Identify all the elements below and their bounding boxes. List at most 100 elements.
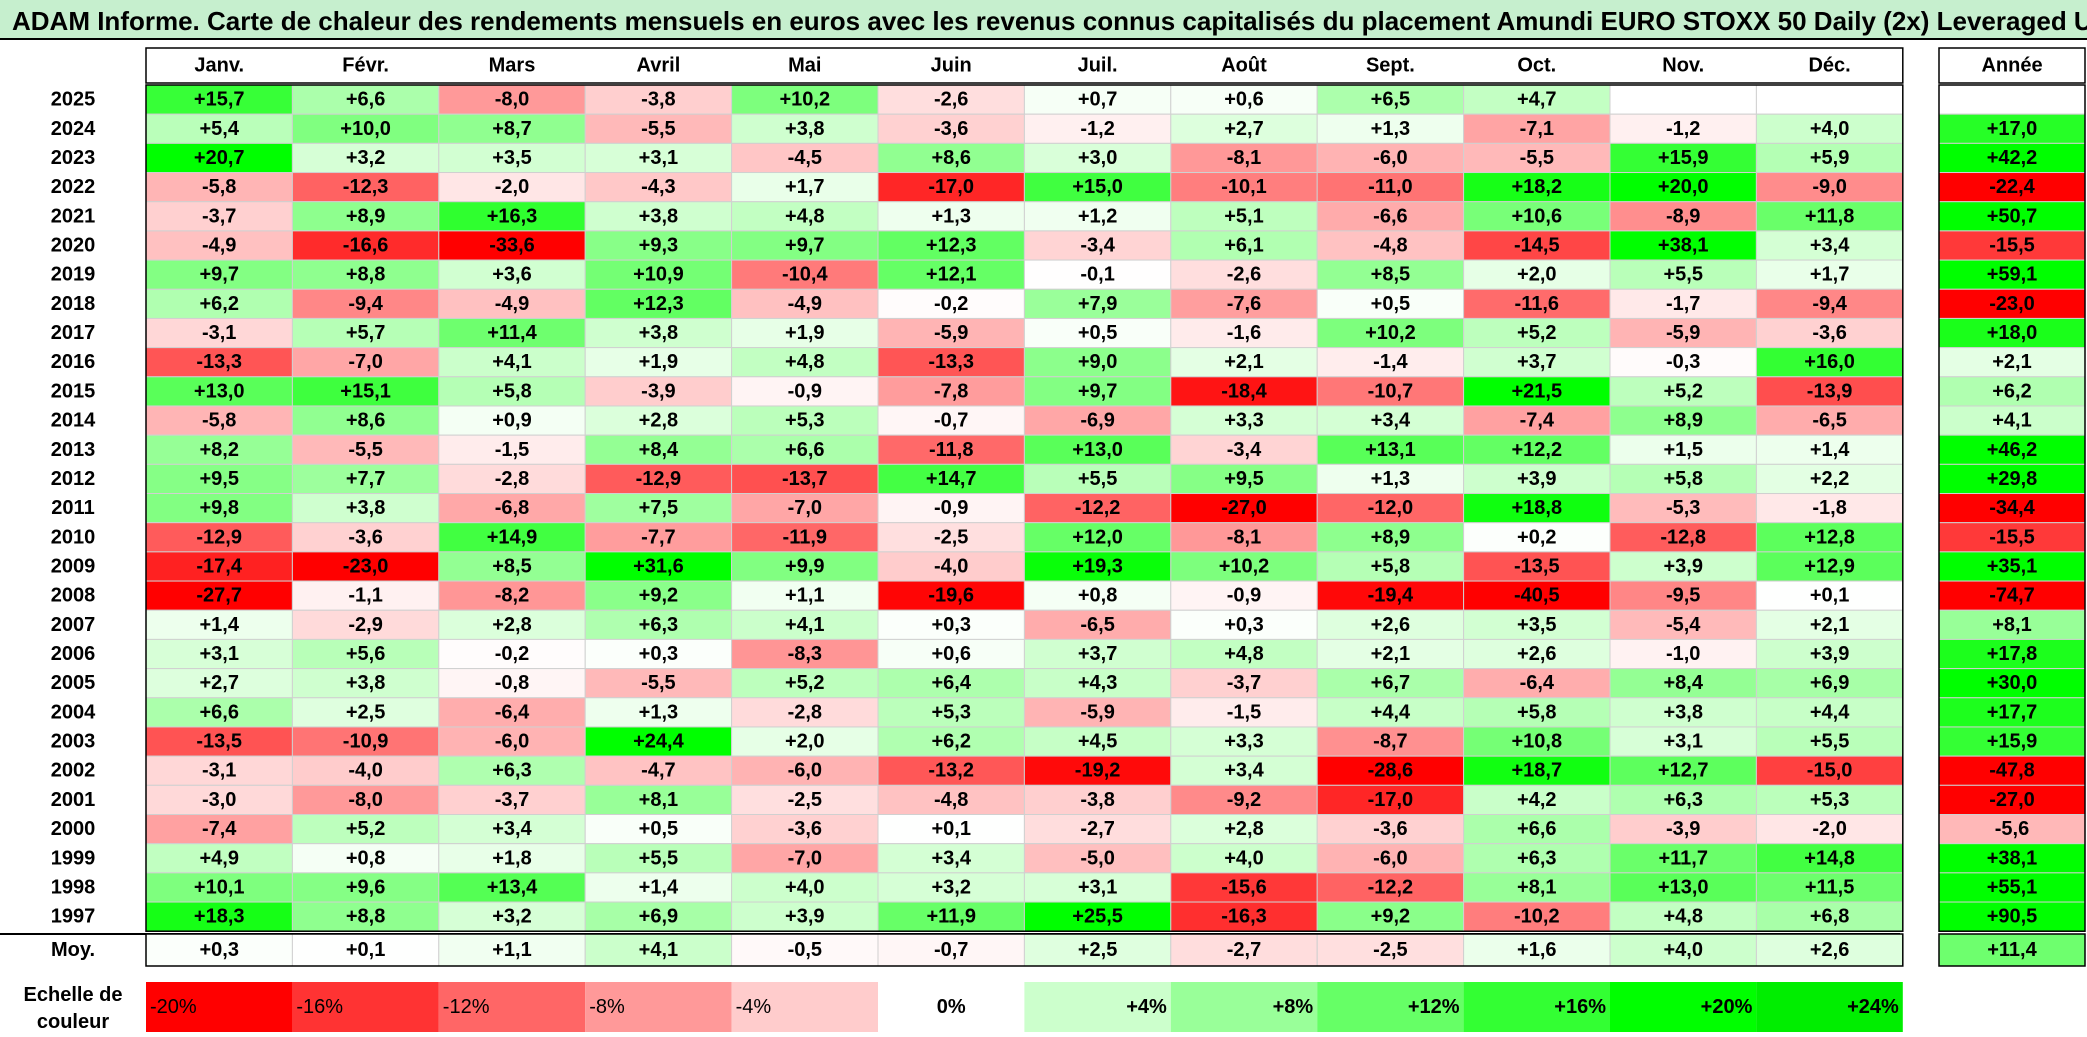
- heat-cell: [1609, 814, 1757, 845]
- average-cell-value: -2,7: [1227, 939, 1261, 961]
- heat-cell-value: +1,3: [639, 701, 678, 723]
- heat-cell: [1755, 230, 1904, 261]
- heat-cell: [438, 580, 586, 611]
- heat-cell-value: -1,5: [1227, 701, 1261, 723]
- heat-cell-value: +10,6: [1511, 205, 1562, 227]
- heat-cell-value: +3,4: [492, 818, 532, 840]
- heat-cell-value: +2,1: [1371, 643, 1410, 665]
- heat-cell: [1755, 784, 1904, 816]
- heat-cell-value: +31,6: [633, 555, 684, 577]
- heat-cell: [145, 347, 293, 378]
- annual-cell: [1938, 522, 2086, 553]
- month-header-1: Janv.: [194, 55, 244, 77]
- heat-cell-value: -8,7: [1373, 731, 1407, 753]
- heat-cell-value: +10,8: [1511, 731, 1562, 753]
- heat-cell-value: -5,9: [1080, 701, 1114, 723]
- heat-cell-value: +6,5: [1371, 89, 1410, 111]
- heat-cell-value: -2,6: [934, 89, 968, 111]
- heat-cell: [145, 463, 293, 495]
- year-label-2010: 2010: [51, 526, 96, 548]
- heat-cell-value: +2,5: [346, 701, 385, 723]
- annual-cell-value: +15,9: [1987, 731, 2038, 753]
- heat-cell-value: +3,2: [931, 876, 970, 898]
- heat-cell: [1755, 113, 1904, 144]
- heat-cell-value: +21,5: [1511, 380, 1562, 402]
- annual-cell: [1938, 814, 2086, 845]
- heat-cell-value: +3,7: [1078, 643, 1117, 665]
- heat-cell-value: +6,6: [1517, 818, 1556, 840]
- annual-cell: [1938, 755, 2086, 786]
- heat-cell: [1023, 609, 1172, 640]
- title-bar: ADAM Informe. Carte de chaleur des rende…: [0, 0, 2087, 40]
- heat-cell-value: +14,8: [1804, 847, 1855, 869]
- heat-cell-value: +12,0: [1072, 526, 1123, 548]
- heat-cell: [1609, 843, 1757, 874]
- heat-cell: [291, 172, 440, 203]
- heat-cell: [731, 609, 879, 640]
- heat-cell: [1170, 784, 1318, 816]
- heat-cell-value: +3,4: [1224, 760, 1264, 782]
- heat-cell-value: -16,6: [343, 234, 389, 256]
- heat-cell-value: +4,8: [1663, 906, 1702, 928]
- heat-cell-value: +4,7: [1517, 89, 1556, 111]
- heat-cell-value: +1,7: [785, 176, 824, 198]
- annual-cell: [1938, 726, 2086, 757]
- year-label-1998: 1998: [51, 876, 96, 898]
- heat-cell: [584, 142, 733, 174]
- heat-cell-value: +9,2: [1371, 906, 1410, 928]
- heat-cell: [877, 784, 1025, 816]
- heat-cell: [584, 814, 733, 845]
- heat-cell: [145, 522, 293, 553]
- heat-cell-value: -2,9: [348, 614, 382, 636]
- heat-cell-value: +11,4: [487, 322, 537, 344]
- heat-cell-value: +4,8: [785, 205, 824, 227]
- heat-cell-value: +7,9: [1078, 293, 1117, 315]
- year-label-2024: 2024: [51, 118, 96, 140]
- heat-cell-value: +8,4: [1663, 672, 1703, 694]
- heat-cell: [731, 843, 879, 874]
- annual-cell-value: +50,7: [1987, 205, 2038, 227]
- heat-cell-value: -0,9: [1227, 585, 1261, 607]
- scale-swatch: [1463, 982, 1610, 1032]
- scale-label: +4%: [1126, 996, 1167, 1018]
- heat-cell: [731, 201, 879, 232]
- heat-cell-value: +3,3: [1224, 410, 1263, 432]
- heat-cell-value: +6,6: [785, 439, 824, 461]
- heat-cell-value: +9,5: [1224, 468, 1263, 490]
- heat-cell-value: -13,7: [782, 468, 828, 490]
- heat-cell-value: -12,9: [636, 468, 682, 490]
- average-cell: [291, 933, 440, 967]
- heat-cell-value: +20,0: [1658, 176, 1709, 198]
- heat-cell-value: -17,0: [1368, 789, 1414, 811]
- heat-cell-value: +5,3: [1810, 789, 1849, 811]
- scale-label: +16%: [1554, 996, 1606, 1018]
- heat-cell: [291, 551, 440, 582]
- heat-cell: [438, 142, 586, 174]
- heat-cell-value: +8,8: [346, 906, 385, 928]
- heat-cell: [1755, 172, 1904, 203]
- year-label-2012: 2012: [51, 468, 96, 490]
- heat-cell: [1023, 84, 1172, 115]
- heat-cell: [1463, 376, 1611, 407]
- heat-cell-value: -9,4: [1812, 293, 1847, 315]
- heat-cell-value: +1,4: [1810, 439, 1850, 461]
- heat-cell: [1463, 580, 1611, 611]
- heat-cell-value: +9,7: [785, 234, 824, 256]
- heat-cell: [438, 493, 586, 524]
- heat-cell-value: +8,6: [346, 410, 385, 432]
- heat-cell: [731, 784, 879, 816]
- heat-cell-value: +3,1: [1663, 731, 1702, 753]
- heat-cell-value: +5,2: [346, 818, 385, 840]
- heat-cell: [1316, 463, 1465, 495]
- heat-cell: [1609, 755, 1757, 786]
- heat-cell: [145, 901, 293, 932]
- heat-cell-value: -4,3: [641, 176, 675, 198]
- heat-cell-value: -3,7: [202, 205, 236, 227]
- heat-cell: [291, 609, 440, 640]
- heat-cell-value: +5,2: [1663, 380, 1702, 402]
- heat-cell-value: +15,9: [1658, 147, 1709, 169]
- heat-cell-value: +38,1: [1658, 234, 1709, 256]
- heat-cell: [1023, 113, 1172, 144]
- heat-cell-value: +25,5: [1072, 906, 1123, 928]
